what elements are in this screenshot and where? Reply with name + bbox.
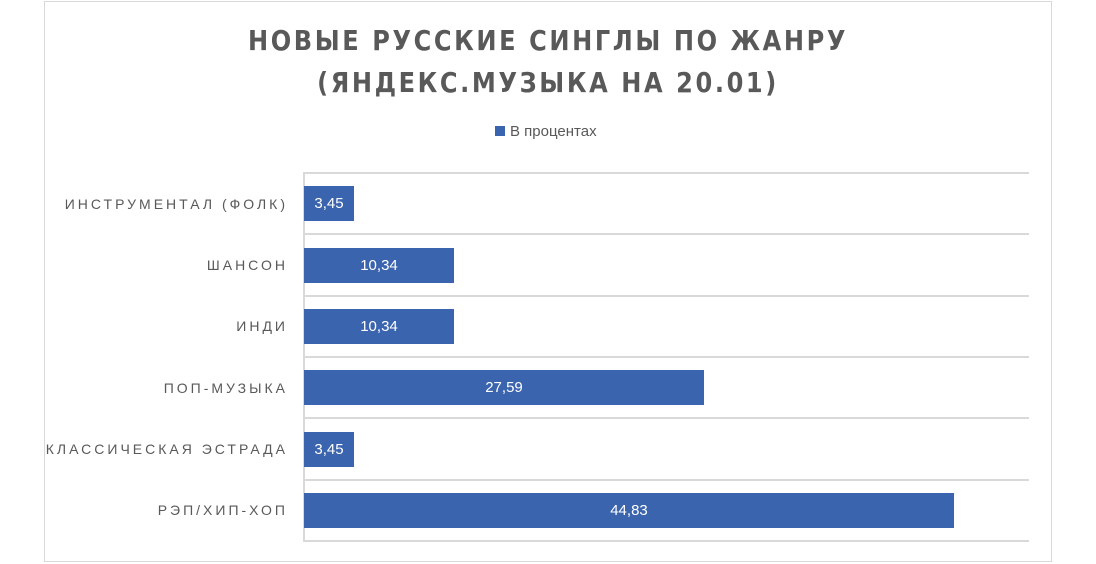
- gridline: [303, 478, 1029, 481]
- bar: 10,34: [304, 308, 454, 344]
- category-label: ПОП-МУЗЫКА: [163, 379, 288, 396]
- category-label: ИНСТРУМЕНТАЛ (ФОЛК): [64, 195, 288, 212]
- gridline: [303, 294, 1029, 297]
- gridline: [303, 233, 1029, 236]
- chart-title-line-1: НОВЫЕ РУССКИЕ СИНГЛЫ ПО ЖАНРУ: [248, 24, 848, 57]
- gridline: [303, 356, 1029, 358]
- bar: 10,34: [304, 247, 454, 283]
- legend-swatch-icon: [495, 126, 505, 136]
- data-label: 3,45: [314, 195, 344, 213]
- chart-title-line-2: (ЯНДЕКС.МУЗЫКА НА 20.01): [317, 66, 779, 99]
- chart-frame: [44, 1, 1052, 562]
- legend-label: В процентах: [510, 122, 597, 140]
- category-label: ИНДИ: [236, 318, 288, 335]
- data-label: 3,45: [314, 440, 344, 458]
- category-label: РЭП/ХИП-ХОП: [157, 502, 288, 519]
- chart-legend: В процентах: [495, 122, 597, 140]
- gridline: [303, 172, 1029, 174]
- category-label: КЛАССИЧЕСКАЯ ЭСТРАДА: [45, 441, 288, 457]
- bar: 3,45: [304, 186, 354, 222]
- chart-title: НОВЫЕ РУССКИЕ СИНГЛЫ ПО ЖАНРУ (ЯНДЕКС.МУ…: [77, 20, 1020, 104]
- plot-area: 3,45 10,34 10,34 27,59 3,45 44,83: [303, 172, 1029, 542]
- data-label: 10,34: [360, 256, 398, 274]
- bar: 27,59: [304, 370, 704, 406]
- data-label: 10,34: [360, 317, 398, 335]
- category-label: ШАНСОН: [206, 257, 288, 273]
- bar: 3,45: [304, 431, 354, 467]
- data-label: 27,59: [485, 379, 523, 397]
- gridline: [303, 540, 1029, 542]
- bar: 44,83: [304, 492, 954, 528]
- gridline: [303, 417, 1029, 420]
- data-label: 44,83: [610, 501, 648, 519]
